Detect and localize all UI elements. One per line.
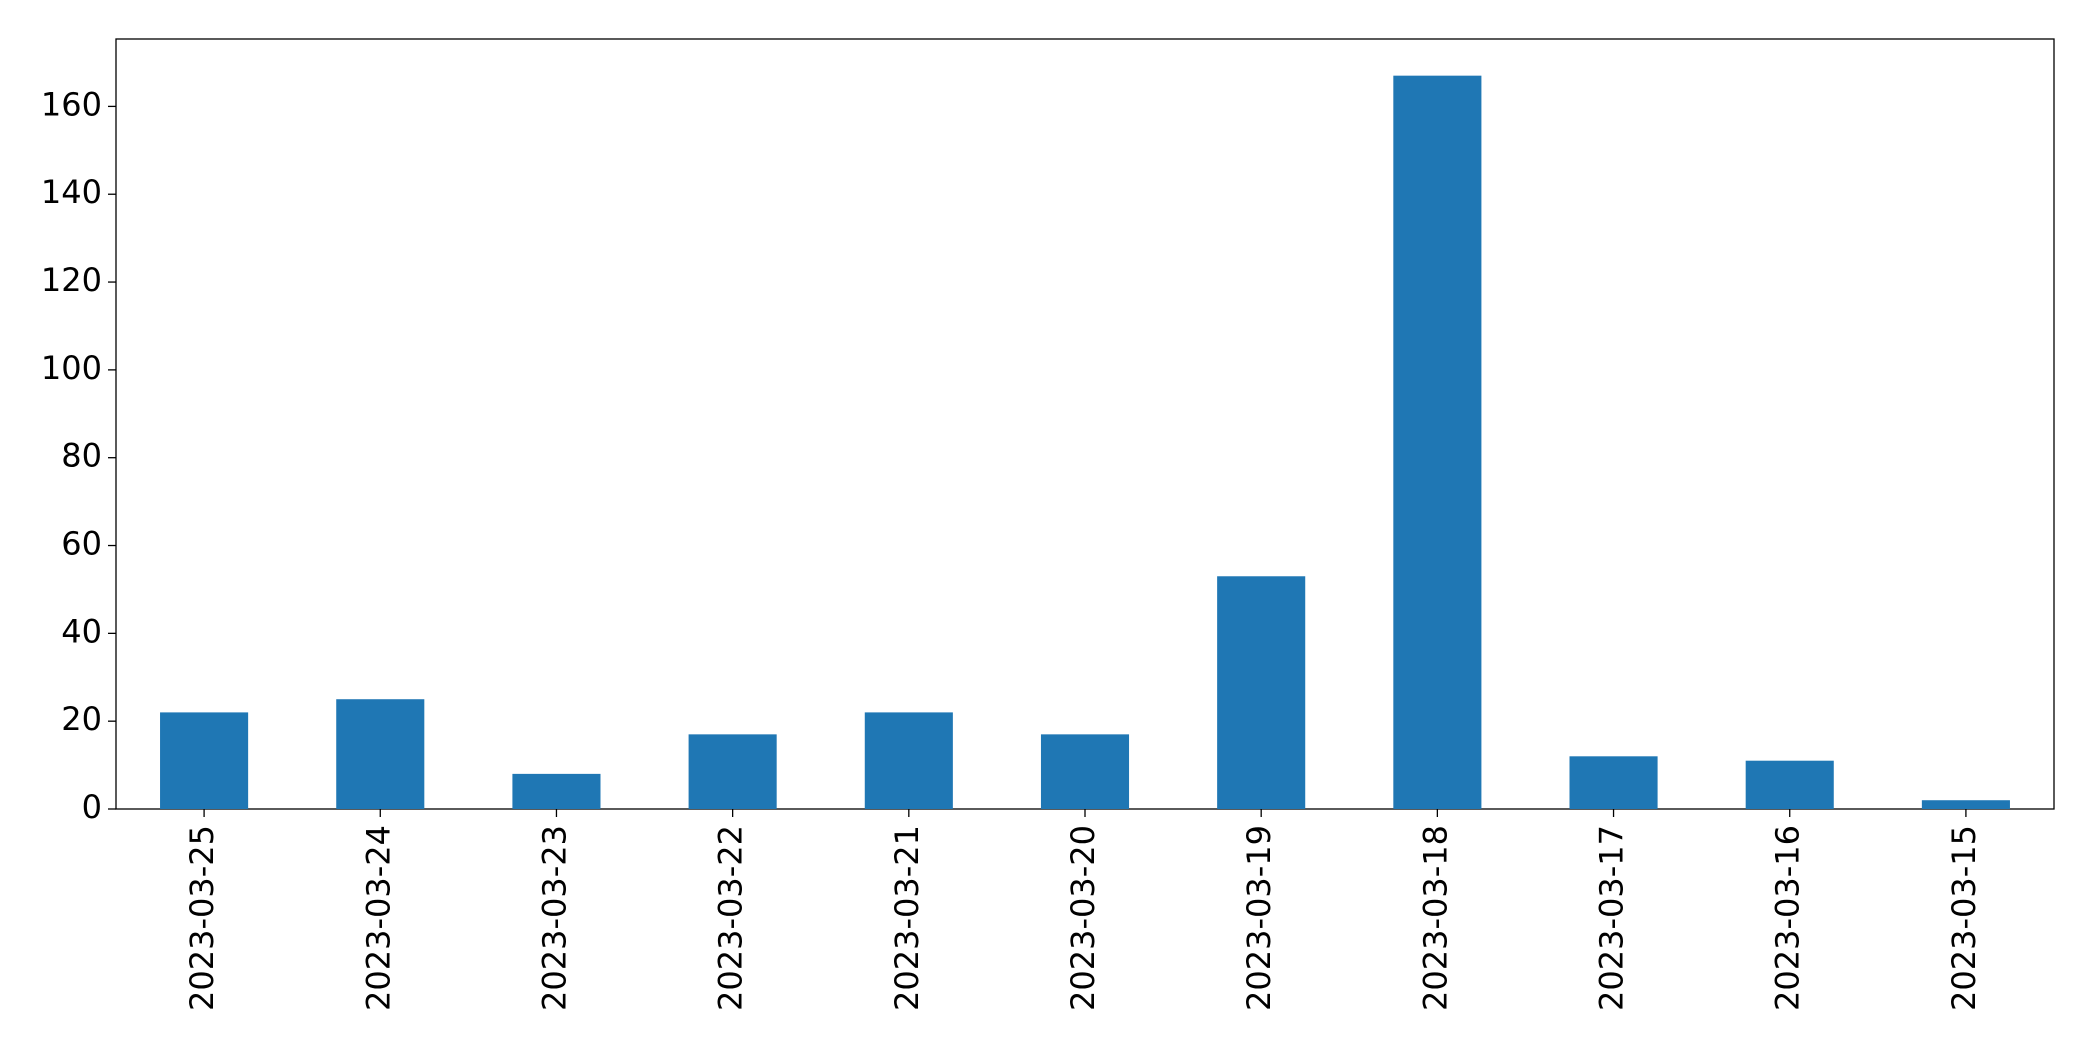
- y-tick-label: 20: [61, 700, 102, 738]
- y-tick-label: 40: [61, 612, 102, 650]
- bar: [864, 712, 953, 809]
- bar: [1393, 75, 1482, 809]
- bar: [1921, 800, 2010, 809]
- x-tick-label: 2023-03-24: [359, 825, 397, 1011]
- y-tick-label: 0: [82, 788, 102, 826]
- bar: [336, 699, 425, 809]
- x-tick-label: 2023-03-15: [1945, 825, 1983, 1011]
- bar: [1217, 576, 1306, 809]
- y-tick-label: 120: [41, 261, 102, 299]
- bar: [1569, 756, 1658, 809]
- x-tick-label: 2023-03-17: [1593, 825, 1631, 1011]
- y-tick-label: 160: [41, 85, 102, 123]
- x-tick-label: 2023-03-20: [1064, 825, 1102, 1011]
- x-tick-label: 2023-03-18: [1416, 825, 1454, 1011]
- axes-frame: [115, 38, 2055, 810]
- bar: [688, 734, 777, 809]
- x-tick-label: 2023-03-25: [183, 825, 221, 1011]
- y-tick-label: 100: [41, 349, 102, 387]
- bar: [512, 773, 601, 809]
- bar: [1040, 734, 1130, 809]
- y-tick-label: 140: [41, 173, 102, 211]
- x-tick-label: 2023-03-21: [888, 825, 926, 1011]
- bar: [1745, 760, 1834, 809]
- y-tick-label: 80: [61, 437, 102, 475]
- x-tick-label: 2023-03-22: [712, 825, 750, 1011]
- y-tick-label: 60: [61, 525, 102, 563]
- bar: [160, 712, 249, 809]
- x-tick-label: 2023-03-19: [1240, 825, 1278, 1011]
- x-tick-label: 2023-03-16: [1769, 825, 1807, 1011]
- x-tick-label: 2023-03-23: [535, 825, 573, 1011]
